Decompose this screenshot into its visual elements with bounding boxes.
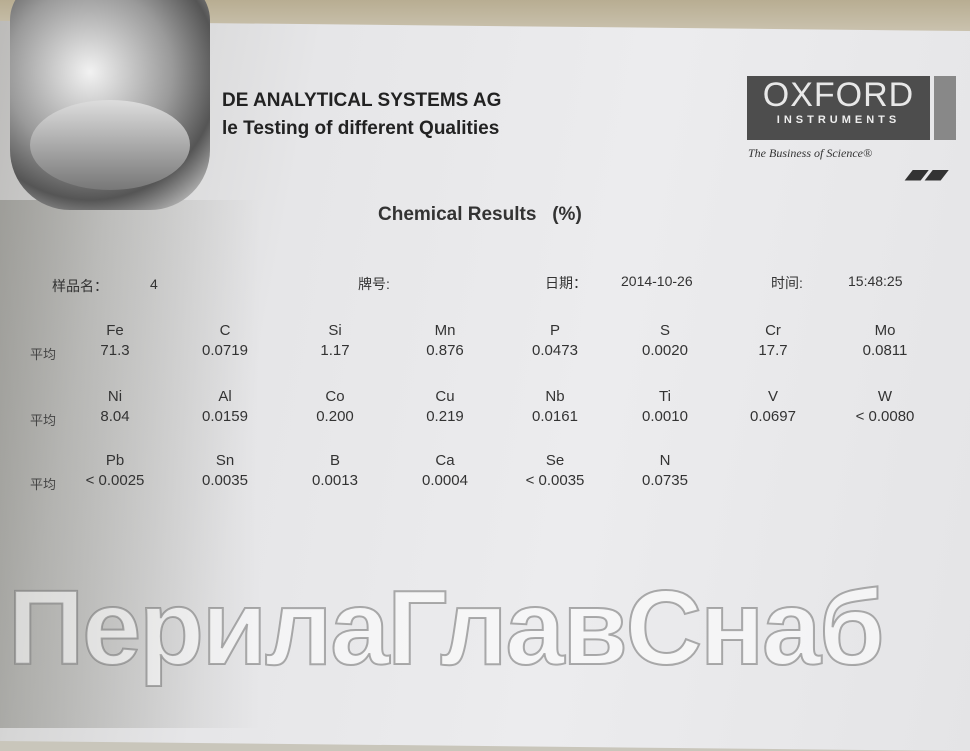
result-cell: Cu 0.219 — [400, 388, 490, 425]
result-cell: Sn 0.0035 — [180, 452, 270, 489]
watermark: ПерилаГлавСнаб — [7, 569, 886, 687]
date-label: 日期： — [545, 275, 587, 291]
element-symbol: Sn — [215, 452, 235, 469]
element-symbol: Mn — [434, 322, 456, 339]
time-value: 15:48:25 — [848, 273, 903, 289]
element-symbol: Fe — [106, 322, 124, 339]
element-value: 0.0161 — [532, 408, 578, 425]
element-value: 1.17 — [320, 342, 350, 359]
result-cell: Ni 8.04 — [70, 388, 160, 425]
element-value: 8.04 — [100, 408, 130, 425]
result-cell: Nb 0.0161 — [510, 388, 600, 425]
element-value: 0.0020 — [642, 342, 688, 359]
element-value: < 0.0080 — [855, 408, 915, 425]
result-cell: Si 1.17 — [290, 322, 380, 359]
object-shadow — [0, 200, 260, 728]
element-symbol: B — [329, 452, 340, 469]
element-value: 0.219 — [426, 408, 464, 425]
result-cell: Mn 0.876 — [400, 322, 490, 359]
date-value: 2014-10-26 — [621, 273, 693, 289]
avg-label: 平均 — [30, 413, 57, 428]
ms-logo-icon: ▰▰ — [905, 158, 945, 188]
element-symbol: Se — [545, 452, 565, 469]
result-cell: Ca 0.0004 — [400, 452, 490, 489]
element-symbol: Pb — [105, 452, 125, 469]
element-symbol: N — [659, 452, 671, 469]
sample-label: 样品名： — [52, 278, 108, 294]
element-value: 0.876 — [426, 342, 464, 359]
logo-sub: INSTRUMENTS — [776, 114, 901, 126]
element-value: 0.0010 — [642, 408, 688, 425]
report-subtitle: le Testing of different Qualities — [222, 118, 500, 139]
element-symbol: Cu — [435, 388, 455, 405]
element-symbol: P — [549, 322, 560, 339]
result-cell: Al 0.0159 — [180, 388, 270, 425]
element-symbol: Si — [328, 322, 342, 339]
logo-bar — [934, 76, 956, 140]
time-label: 时间: — [771, 275, 803, 291]
result-cell: Se < 0.0035 — [510, 452, 600, 489]
element-symbol: Cr — [765, 322, 781, 339]
oxford-logo: OXFORD INSTRUMENTS — [747, 76, 930, 140]
element-value: 0.0159 — [202, 408, 248, 425]
element-symbol: Ca — [435, 452, 455, 469]
element-symbol: W — [877, 388, 893, 405]
avg-label: 平均 — [30, 477, 57, 492]
result-cell: V 0.0697 — [728, 388, 818, 425]
element-value: 0.0035 — [202, 472, 248, 489]
result-cell: B 0.0013 — [290, 452, 380, 489]
element-symbol: C — [219, 322, 231, 339]
element-value: 0.0719 — [202, 342, 248, 359]
result-cell: N 0.0735 — [620, 452, 710, 489]
result-cell: W < 0.0080 — [840, 388, 930, 425]
result-cell: S 0.0020 — [620, 322, 710, 359]
result-cell: Pb < 0.0025 — [70, 452, 160, 489]
element-value: 0.0811 — [862, 342, 908, 359]
logo-tagline: The Business of Science® — [748, 146, 873, 160]
metal-sample-object — [10, 0, 210, 210]
element-symbol: Al — [218, 388, 232, 405]
result-cell: C 0.0719 — [180, 322, 270, 359]
element-value: 71.3 — [100, 342, 130, 359]
element-symbol: Nb — [545, 388, 565, 405]
element-symbol: Co — [325, 388, 345, 405]
result-cell: Ti 0.0010 — [620, 388, 710, 425]
element-symbol: S — [659, 322, 670, 339]
element-symbol: Ni — [107, 388, 123, 405]
result-cell: Cr 17.7 — [728, 322, 818, 359]
element-value: 0.0473 — [532, 342, 578, 359]
element-value: 0.0735 — [642, 472, 688, 489]
element-value: < 0.0025 — [85, 472, 145, 489]
company-name: DE ANALYTICAL SYSTEMS AG — [222, 90, 502, 111]
result-cell: Co 0.200 — [290, 388, 380, 425]
grade-label: 牌号: — [358, 276, 390, 292]
avg-label: 平均 — [30, 347, 57, 362]
sample-value: 4 — [150, 276, 158, 292]
element-value: < 0.0035 — [525, 472, 585, 489]
result-cell: Fe 71.3 — [70, 322, 160, 359]
element-symbol: Mo — [874, 322, 896, 339]
report-title: Chemical Results (%) — [378, 204, 582, 225]
element-value: 0.200 — [316, 408, 354, 425]
logo-name: OXFORD — [762, 76, 915, 114]
element-value: 0.0004 — [422, 472, 468, 489]
element-value: 0.0697 — [750, 408, 796, 425]
result-cell: Mo 0.0811 — [840, 322, 930, 359]
element-value: 17.7 — [758, 342, 788, 359]
element-value: 0.0013 — [312, 472, 358, 489]
element-symbol: Ti — [659, 388, 671, 405]
element-symbol: V — [767, 388, 778, 405]
result-cell: P 0.0473 — [510, 322, 600, 359]
